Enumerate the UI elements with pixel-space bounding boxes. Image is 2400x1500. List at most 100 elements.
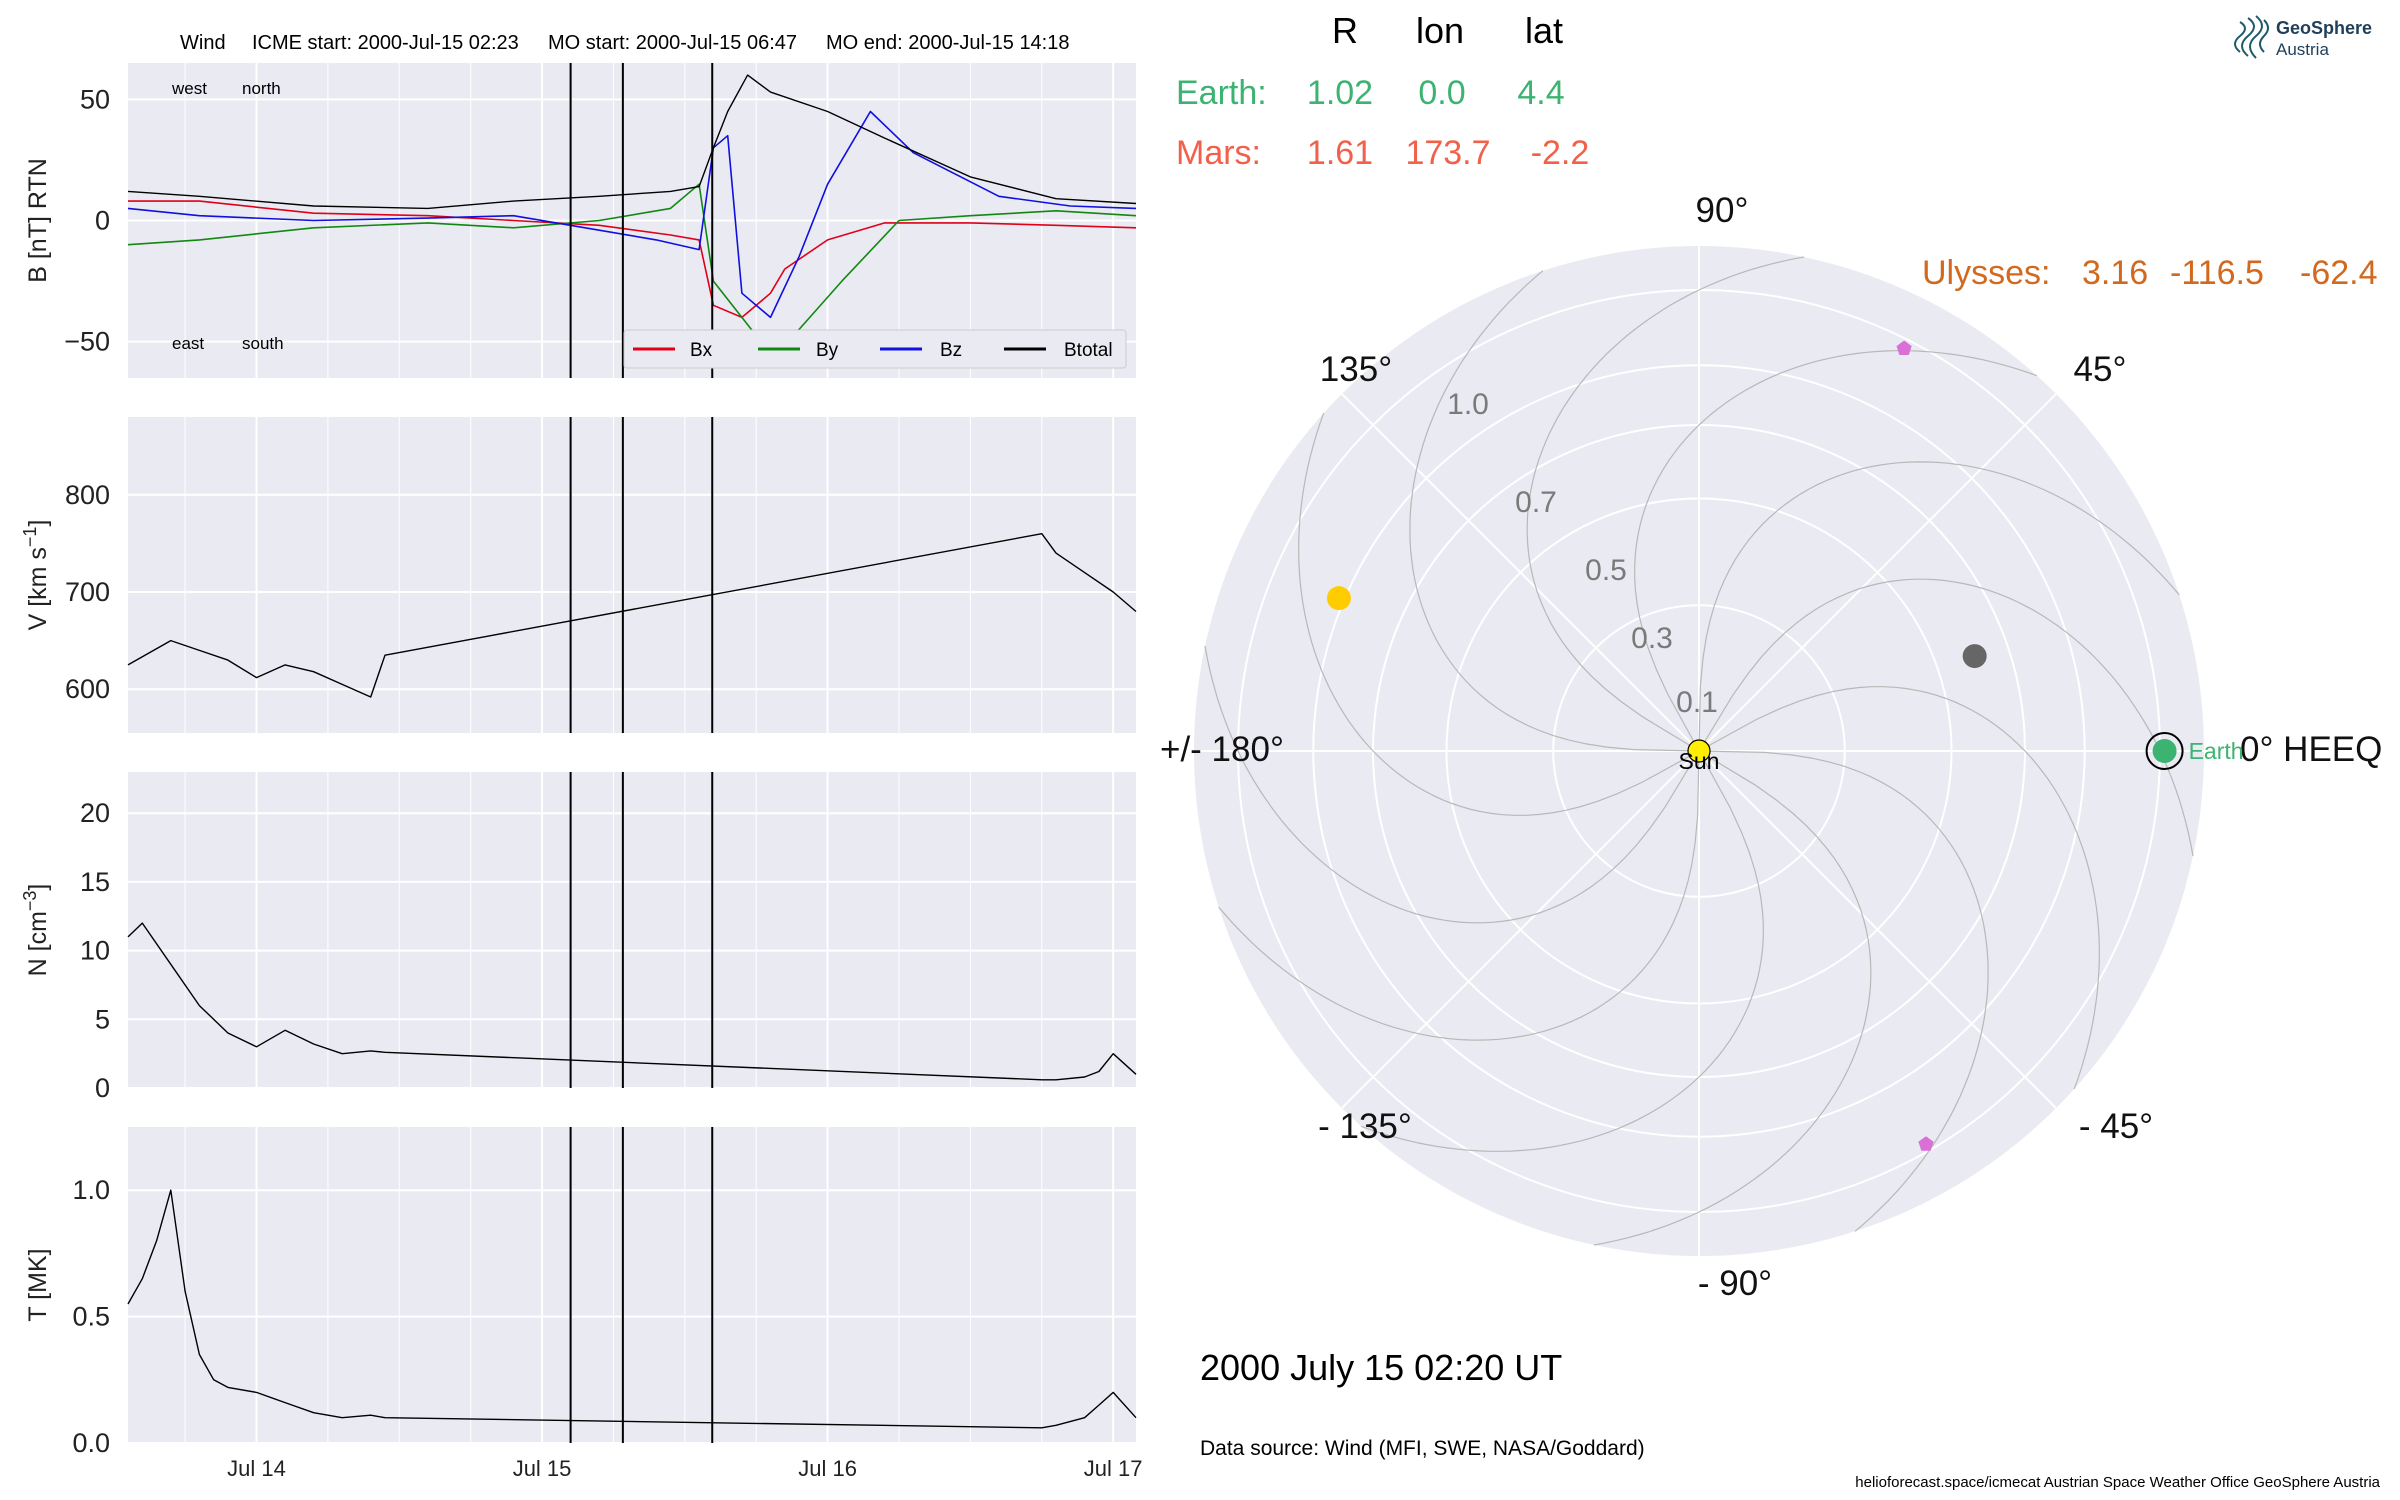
series-line-v xyxy=(127,533,1137,698)
annotation-east: east xyxy=(172,334,204,353)
plot-area xyxy=(128,1127,1136,1443)
header-mo-end: MO end: 2000-Jul-15 14:18 xyxy=(826,32,1070,54)
legend-label-btotal: Btotal xyxy=(1064,340,1113,361)
logo-line2: Austria xyxy=(2276,40,2329,59)
series-line-bz xyxy=(127,110,1137,319)
legend-label-by: By xyxy=(816,340,839,361)
angle-label: +/- 180° xyxy=(1160,730,1284,769)
footer-credits: helioforecast.space/icmecat Austrian Spa… xyxy=(1855,1474,2380,1491)
y-tick-label: 600 xyxy=(65,674,110,704)
plot-area xyxy=(128,772,1136,1088)
spacecraft-marker xyxy=(1896,340,1912,355)
y-tick-label: 0 xyxy=(95,206,110,236)
ulysses-row-r: 3.16 xyxy=(2082,254,2148,292)
angle-label: - 135° xyxy=(1318,1107,1412,1146)
panel-temperature: 0.0 0.5 1.0 T [MK] Jul 14 Jul 15 Jul 16 Jul 17 xyxy=(24,1127,1143,1481)
x-tick-label: Jul 16 xyxy=(798,1456,857,1481)
series-line-n xyxy=(127,922,1137,1081)
series-line-t xyxy=(127,1189,1137,1429)
angle-label: 0° HEEQ xyxy=(2240,730,2382,769)
parker-spiral-line xyxy=(1409,270,1700,752)
y-tick-label: 700 xyxy=(65,577,110,607)
sun-marker xyxy=(1687,739,1711,763)
y-tick-label: 20 xyxy=(80,798,110,828)
header-mission: Wind xyxy=(180,32,226,54)
y-tick-label: 1.0 xyxy=(72,1175,110,1205)
x-tick-label: Jul 14 xyxy=(227,1456,286,1481)
planet-marker xyxy=(1962,644,1987,669)
mars-row-lat: -2.2 xyxy=(1531,134,1590,172)
parker-spiral-line xyxy=(1698,686,2100,1090)
parker-spiral-line xyxy=(1593,750,1872,1246)
mars-row-r: 1.61 xyxy=(1307,134,1373,172)
angle-label: 45° xyxy=(2074,350,2127,389)
y-axis-label: B [nT] RTN xyxy=(24,158,52,283)
parker-spiral-line xyxy=(1360,750,1764,1152)
y-tick-label: 10 xyxy=(80,936,110,966)
panel-density: 0 5 10 15 20 N [cm−3] xyxy=(20,772,1137,1103)
polar-position-plot: 0.10.3 0.5 0.7 1.0 0° HEEQ 45° 90° 135° +/- 180°… xyxy=(1160,191,2382,1303)
planet-marker xyxy=(1326,586,1351,611)
footer-date: 2000 July 15 02:20 UT xyxy=(1200,1347,1562,1388)
angular-gridline xyxy=(1341,750,1700,1109)
panel-magnetic-field: −50 0 50 B [nT] RTN xyxy=(24,63,1137,378)
annotation-south: south xyxy=(242,334,284,353)
angular-gridline xyxy=(1698,750,2057,1109)
y-tick-label: 0 xyxy=(95,1073,110,1103)
earth-row-name: Earth: xyxy=(1176,74,1267,112)
y-axis-label: T [MK] xyxy=(24,1248,52,1321)
ulysses-row-name: Ulysses: xyxy=(1922,254,2050,292)
radial-tick-label: 1.0 xyxy=(1447,388,1489,421)
series-line-bx xyxy=(128,200,1137,319)
legend-b: Bx By Bz Btotal xyxy=(623,329,1127,369)
spacecraft-marker xyxy=(1918,1136,1934,1151)
parker-spiral-line xyxy=(1218,750,1700,1041)
y-tick-label: 0.5 xyxy=(72,1302,110,1332)
legend-label-bx: Bx xyxy=(690,340,713,361)
y-axis-label: N [cm−3] xyxy=(20,884,52,977)
radial-tick-label: 0.3 xyxy=(1631,622,1673,655)
panel-velocity: 600 700 800 V [km s−1] xyxy=(20,417,1137,733)
y-axis-label: V [km s−1] xyxy=(20,520,52,631)
table-header-lon: lon xyxy=(1416,10,1464,51)
ulysses-row-lon: -116.5 xyxy=(2170,254,2264,292)
y-tick-label: 15 xyxy=(80,867,110,897)
y-tick-label: 0.0 xyxy=(72,1428,110,1458)
earth-marker xyxy=(2152,739,2177,763)
table-header-r: R xyxy=(1332,10,1358,51)
series-line-btotal xyxy=(127,74,1137,210)
annotation-north: north xyxy=(242,79,281,98)
x-tick-label: Jul 17 xyxy=(1084,1456,1143,1481)
earth-label: Earth xyxy=(2189,738,2244,764)
ulysses-row-lat: -62.4 xyxy=(2300,254,2378,292)
geosphere-logo-icon xyxy=(2234,15,2269,59)
angular-gridline xyxy=(1698,393,2057,752)
parker-spiral-line xyxy=(1698,461,2180,752)
x-tick-label: Jul 15 xyxy=(513,1456,572,1481)
angle-label: 90° xyxy=(1696,191,1749,230)
radial-tick-label: 0.7 xyxy=(1515,486,1557,519)
mars-row-name: Mars: xyxy=(1176,134,1261,172)
header-icme-start: ICME start: 2000-Jul-15 02:23 xyxy=(252,32,519,54)
legend-box xyxy=(623,329,1127,369)
y-tick-label: 5 xyxy=(95,1004,110,1034)
geosphere-logo: GeoSphere Austria xyxy=(2234,15,2372,59)
radial-tick-label: 0.1 xyxy=(1676,686,1718,719)
parker-spiral-line xyxy=(1634,350,2038,752)
earth-ring xyxy=(2145,732,2184,770)
logo-line1: GeoSphere xyxy=(2276,18,2372,38)
angle-label: - 90° xyxy=(1698,1264,1772,1303)
header-mo-start: MO start: 2000-Jul-15 06:47 xyxy=(548,32,797,54)
plot-area xyxy=(128,417,1136,733)
parker-spiral-line xyxy=(1204,645,1700,924)
annotation-west: west xyxy=(171,79,207,98)
earth-row-lat: 4.4 xyxy=(1517,74,1564,112)
parker-spiral-line xyxy=(1298,412,1700,816)
angle-label: 135° xyxy=(1320,350,1392,389)
mars-row-lon: 173.7 xyxy=(1405,134,1490,172)
y-tick-label: −50 xyxy=(64,327,110,357)
parker-spiral-line xyxy=(1526,256,1805,752)
table-header-lat: lat xyxy=(1525,10,1563,51)
legend-label-bz: Bz xyxy=(940,340,962,361)
